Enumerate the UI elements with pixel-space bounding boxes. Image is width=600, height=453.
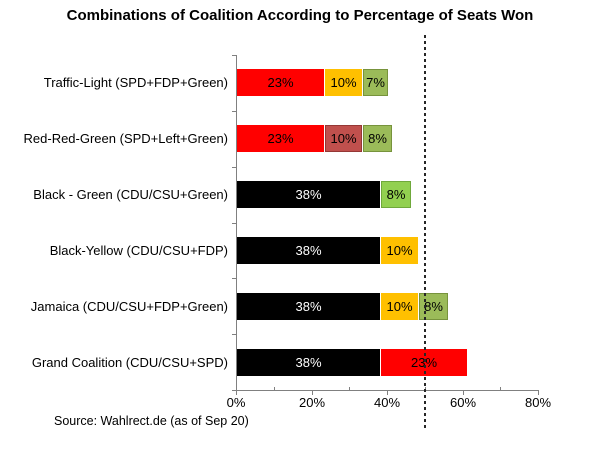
bar-segment-value: 10% xyxy=(386,243,413,258)
bar-segment-value: 23% xyxy=(267,75,294,90)
y-axis-line xyxy=(236,55,237,391)
y-axis-tick xyxy=(232,167,236,168)
bar-segment-value: 10% xyxy=(386,299,413,314)
bar-segment-spd: 23% xyxy=(237,125,324,152)
bar-segment-value: 8% xyxy=(424,299,443,314)
y-axis-tick xyxy=(232,55,236,56)
bar-segment-cdu-csu: 38% xyxy=(237,237,380,264)
bar-segment-green: 8% xyxy=(381,181,411,208)
category-label: Black - Green (CDU/CSU+Green) xyxy=(33,187,228,202)
bar-segment-value: 8% xyxy=(386,187,406,202)
bar-segment-cdu-csu: 38% xyxy=(237,293,380,320)
bar-segment-cdu-csu: 38% xyxy=(237,181,380,208)
bar-segment-value: 8% xyxy=(368,131,387,146)
category-label: Traffic-Light (SPD+FDP+Green) xyxy=(43,75,228,90)
x-axis-major-tick xyxy=(463,390,464,395)
category-label: Red-Red-Green (SPD+Left+Green) xyxy=(23,131,228,146)
bar-segment-green: 8% xyxy=(419,293,448,320)
x-axis-minor-tick xyxy=(274,387,275,390)
chart-title: Combinations of Coalition According to P… xyxy=(66,7,534,24)
bar-segment-green: 8% xyxy=(363,125,392,152)
bar-segment-value: 7% xyxy=(366,75,385,90)
category-label: Grand Coalition (CDU/CSU+SPD) xyxy=(31,355,228,370)
bar-segment-fdp: 10% xyxy=(381,237,418,264)
category-label: Black-Yellow (CDU/CSU+FDP) xyxy=(49,243,228,258)
bar-segment-cdu-csu: 38% xyxy=(237,349,380,376)
bar-segment-value: 38% xyxy=(295,243,322,258)
x-axis-major-tick xyxy=(538,390,539,395)
x-tick-label: 40% xyxy=(373,395,401,410)
x-tick-label: 80% xyxy=(524,395,552,410)
bar-segment-value: 38% xyxy=(295,187,322,202)
bar-segment-fdp: 10% xyxy=(381,293,418,320)
bar-segment-value: 38% xyxy=(295,299,322,314)
category-label: Jamaica (CDU/CSU+FDP+Green) xyxy=(30,299,228,314)
bar-segment-left: 10% xyxy=(325,125,362,152)
y-axis-tick xyxy=(232,111,236,112)
y-axis-tick xyxy=(232,223,236,224)
x-tick-label: 60% xyxy=(449,395,477,410)
x-axis-major-tick xyxy=(312,390,313,395)
bar-segment-value: 10% xyxy=(330,131,357,146)
y-axis-tick xyxy=(232,390,236,391)
bar-segment-value: 10% xyxy=(330,75,357,90)
bar-segment-green: 7% xyxy=(363,69,388,96)
x-axis-major-tick xyxy=(387,390,388,395)
y-axis-tick xyxy=(232,278,236,279)
bar-segment-fdp: 10% xyxy=(325,69,362,96)
bar-segment-value: 38% xyxy=(295,355,322,370)
y-axis-tick xyxy=(232,334,236,335)
source-note: Source: Wahlrect.de (as of Sep 20) xyxy=(54,414,249,428)
x-axis-minor-tick xyxy=(500,387,501,390)
x-tick-label: 20% xyxy=(298,395,326,410)
x-axis-major-tick xyxy=(236,390,237,395)
bar-segment-spd: 23% xyxy=(237,69,324,96)
reference-line-50pct xyxy=(424,35,426,428)
bar-segment-value: 23% xyxy=(267,131,294,146)
x-axis-minor-tick xyxy=(349,387,350,390)
x-tick-label: 0% xyxy=(226,395,246,410)
